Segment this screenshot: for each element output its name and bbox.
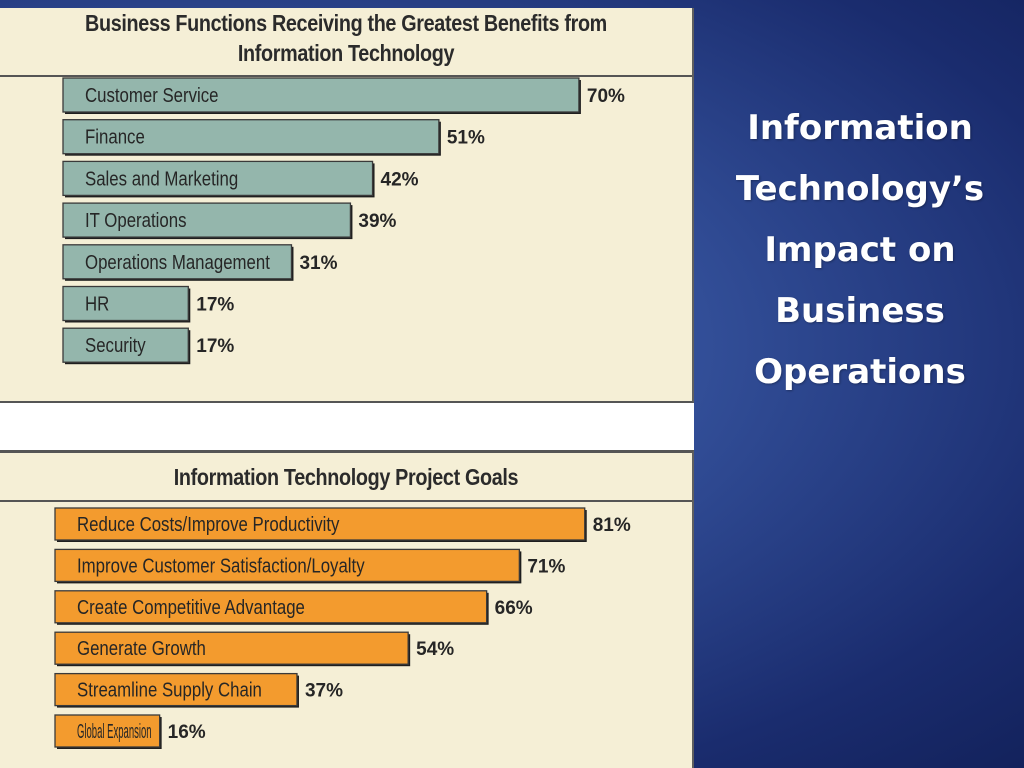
benefits-value-label: 39%: [358, 211, 396, 232]
benefits-bar: [62, 285, 189, 322]
benefits-bar-label: IT Operations: [85, 210, 187, 232]
benefits-value-label: 17%: [196, 295, 234, 316]
benefits-bar: [62, 119, 440, 155]
benefits-title-divider: [0, 75, 692, 77]
goals-bar-chart: Reduce Costs/Improve Productivity 81% Impr…: [54, 507, 631, 749]
goals-bar: [54, 631, 409, 665]
goals-bar-label: Reduce Costs/Improve Productivity: [77, 514, 339, 536]
goals-value-label: 54%: [416, 639, 454, 660]
goals-bar-label: Improve Customer Satisfaction/Loyalty: [77, 555, 365, 577]
benefits-bar-label: Operations Management: [85, 252, 270, 274]
benefits-chart-title: Business Functions Receiving the Greates…: [85, 10, 607, 66]
slide-title: Information Technology’s Impact on Busin…: [735, 108, 985, 392]
benefits-bar: [62, 160, 374, 197]
goals-bar: [54, 590, 488, 624]
goals-bar: [54, 507, 586, 541]
benefits-value-label: 42%: [381, 169, 419, 190]
benefits-bar-label: Finance: [85, 127, 145, 149]
goals-chart-title: Information Technology Project Goals: [173, 464, 519, 490]
goals-value-label: 71%: [527, 556, 565, 577]
goals-title-divider: [0, 500, 692, 502]
benefits-bar-chart: Customer Service 70% Finance 51% Sales and M…: [62, 77, 625, 365]
benefits-value-label: 17%: [196, 336, 234, 357]
benefits-bar: [62, 202, 352, 238]
goals-value-label: 37%: [305, 681, 343, 702]
benefits-bar-label: Security: [85, 335, 146, 357]
goals-bar: [54, 714, 161, 748]
goals-value-label: 16%: [168, 722, 206, 743]
benefits-value-label: 51%: [447, 128, 485, 149]
benefits-value-label: 31%: [299, 253, 337, 274]
benefits-bar-label: Sales and Marketing: [85, 168, 238, 190]
goals-value-label: 81%: [593, 515, 631, 536]
goals-bar-label: Global Expansion: [77, 721, 152, 743]
goals-value-label: 66%: [495, 598, 533, 619]
benefits-bar-label: Customer Service: [85, 85, 219, 107]
goals-bar-label: Streamline Supply Chain: [77, 680, 262, 702]
benefits-value-label: 70%: [587, 86, 625, 107]
benefits-bar: [62, 77, 580, 113]
goals-bar: [54, 672, 298, 707]
benefits-bar-label: HR: [85, 294, 109, 316]
goals-bar-label: Create Competitive Advantage: [77, 597, 305, 619]
goals-bar: [54, 548, 520, 583]
panel-gap: [0, 403, 694, 450]
goals-bar-label: Generate Growth: [77, 638, 206, 660]
benefits-bar: [62, 327, 189, 363]
benefits-bar: [62, 244, 293, 280]
